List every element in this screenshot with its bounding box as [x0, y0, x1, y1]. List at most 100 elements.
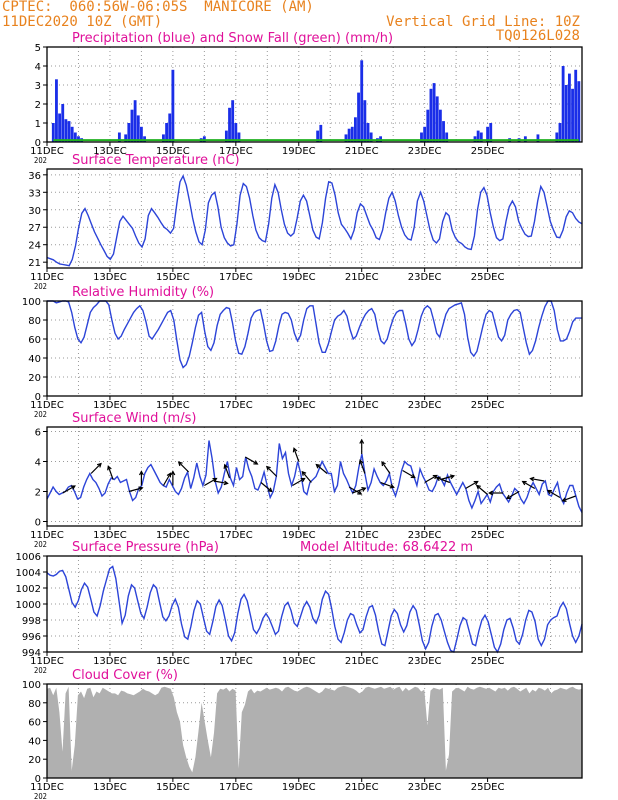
wind-arrow-head: [358, 459, 364, 465]
year-stub: 202: [34, 540, 47, 549]
wind-arrow-head: [223, 480, 229, 486]
plot-area: [47, 427, 582, 526]
wind-arrow: [107, 466, 114, 480]
wind-arrow: [178, 461, 190, 473]
wind-arrow: [62, 485, 76, 494]
x-tick-label: 11DEC: [30, 272, 64, 283]
y-tick-label: 40: [28, 736, 41, 747]
wind-arrow: [359, 460, 366, 474]
wind-arrow-head: [223, 463, 229, 469]
x-tick-label: 21DEC: [345, 530, 379, 541]
wind-arrow-head: [96, 462, 102, 468]
wind-arrow-head: [488, 490, 494, 496]
x-tick-label: 13DEC: [93, 782, 127, 793]
x-tick-label: 21DEC: [345, 400, 379, 411]
precip-bar: [353, 117, 357, 142]
panel-1: [43, 168, 583, 272]
precip-bar: [133, 100, 137, 142]
x-tick-label: 19DEC: [282, 146, 316, 157]
precip-bar: [357, 92, 360, 142]
wind-arrow-head: [410, 473, 416, 479]
precip-bar: [168, 113, 172, 142]
precip-bar: [127, 123, 131, 142]
wind-arrow: [162, 473, 171, 486]
panel-title: Precipitation (blue) and Snow Fall (gree…: [72, 31, 393, 46]
header-grid-note: Vertical Grid Line: 10Z: [386, 14, 580, 30]
y-tick-label: 1000: [16, 600, 41, 611]
precip-bar: [486, 126, 490, 142]
y-tick-label: 1002: [16, 584, 41, 595]
y-tick-label: 100: [22, 680, 41, 691]
x-tick-label: 19DEC: [282, 656, 316, 667]
wind-arrow-head: [473, 480, 479, 486]
precip-bar: [319, 124, 323, 142]
wind-arrow: [380, 481, 394, 488]
precip-bar: [130, 109, 134, 142]
y-tick-label: 4: [35, 62, 41, 73]
x-tick-label: 17DEC: [219, 530, 253, 541]
year-stub: 202: [34, 156, 47, 165]
x-tick-label: 25DEC: [471, 146, 505, 157]
x-tick-label: 23DEC: [408, 146, 442, 157]
y-tick-label: 100: [22, 297, 41, 308]
wind-arrow-head: [267, 487, 273, 493]
wind-arrow-head: [253, 460, 259, 465]
precip-bar: [61, 104, 65, 142]
wind-arrow: [352, 487, 366, 494]
panel-title: Relative Humidity (%): [72, 285, 214, 300]
x-tick-label: 11DEC: [30, 656, 64, 667]
precip-bar: [350, 126, 354, 142]
wind-arrow-head: [521, 480, 527, 486]
wind-arrow-head: [177, 461, 183, 467]
wind-arrow: [562, 495, 576, 502]
y-tick-label: 80: [28, 316, 41, 327]
panel-title: Surface Wind (m/s): [72, 411, 196, 426]
precip-bar: [224, 130, 228, 142]
x-tick-label: 11DEC: [30, 530, 64, 541]
cloud-area: [47, 685, 582, 778]
x-tick-label: 23DEC: [408, 656, 442, 667]
y-tick-label: 27: [28, 223, 41, 234]
precip-bar: [139, 126, 143, 142]
wind-arrow-head: [546, 489, 552, 495]
x-tick-label: 25DEC: [471, 782, 505, 793]
x-tick-label: 13DEC: [93, 272, 127, 283]
precip-bar: [51, 123, 55, 142]
y-tick-label: 994: [22, 648, 41, 659]
wind-arrow-head: [301, 470, 307, 476]
wind-arrow-head: [292, 447, 298, 453]
precip-bar: [165, 123, 169, 142]
plot-frame: [46, 168, 583, 269]
panel-title: Cloud Cover (%): [72, 668, 178, 683]
precip-bar: [347, 128, 351, 142]
plot-frame: [46, 300, 583, 397]
precip-bar: [171, 69, 175, 142]
panel-3: [43, 426, 583, 530]
precip-bar: [442, 121, 445, 142]
x-tick-label: 15DEC: [156, 530, 190, 541]
precip-bar: [70, 126, 74, 142]
y-tick-label: 6: [35, 428, 41, 439]
y-tick-label: 20: [28, 755, 41, 766]
precip-bar: [571, 88, 574, 142]
plot-area: [47, 47, 582, 142]
wind-arrow: [440, 475, 455, 481]
y-tick-label: 4: [35, 458, 41, 469]
wind-arrow: [260, 482, 273, 492]
precip-bar: [228, 107, 231, 142]
wind-arrow-head: [561, 497, 567, 502]
precip-bar: [445, 132, 449, 142]
precip-bar: [64, 119, 68, 142]
x-tick-label: 11DEC: [30, 146, 64, 157]
x-tick-label: 17DEC: [219, 782, 253, 793]
plot-area: [47, 169, 582, 268]
y-tick-label: 1006: [16, 552, 41, 563]
precip-bar: [344, 134, 348, 142]
x-tick-label: 11DEC: [30, 400, 64, 411]
x-tick-label: 21DEC: [345, 782, 379, 793]
plot-frame: [46, 426, 583, 527]
x-tick-label: 23DEC: [408, 272, 442, 283]
x-tick-label: 15DEC: [156, 146, 190, 157]
panel-title: Surface Pressure (hPa): [72, 540, 219, 555]
